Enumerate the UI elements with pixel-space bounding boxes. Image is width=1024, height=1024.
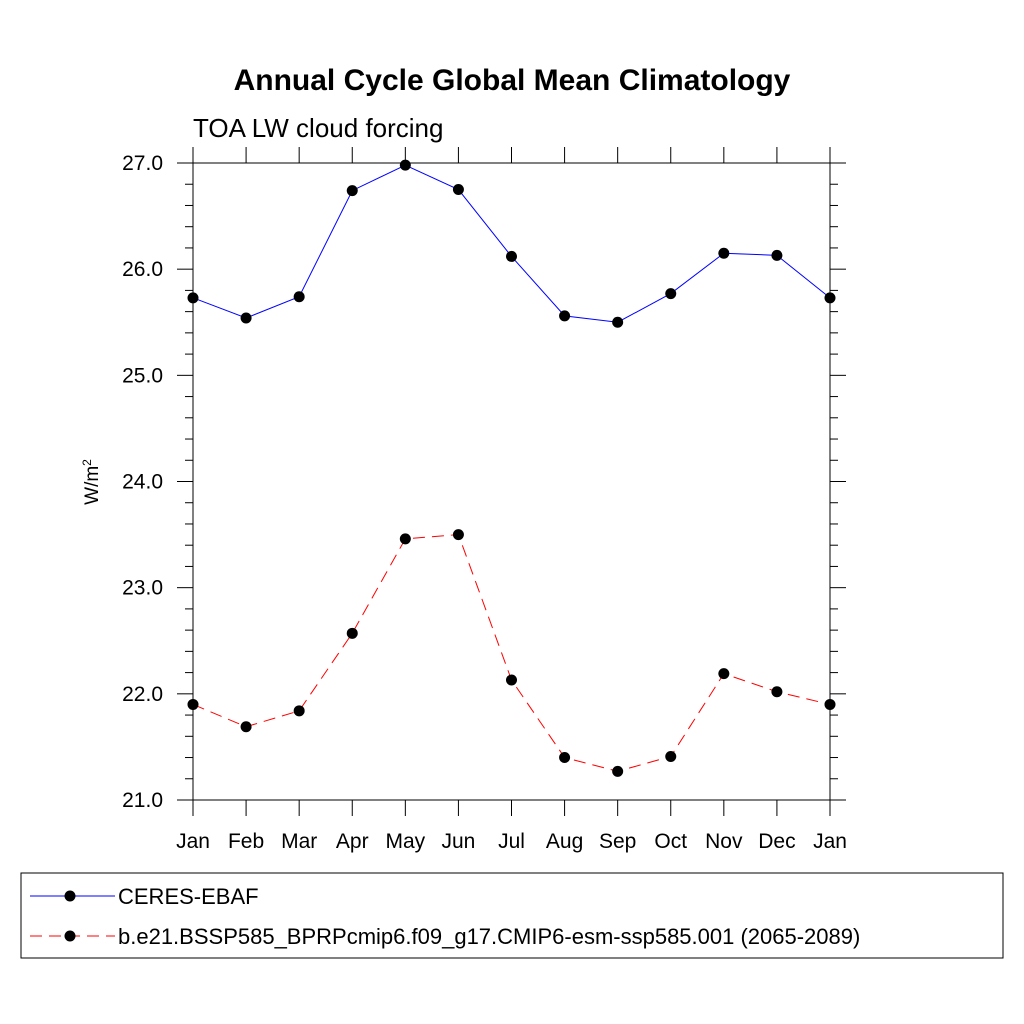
x-tick-label: Jan: [813, 830, 847, 853]
series-1-point: [665, 288, 677, 300]
series-1-point: [452, 184, 464, 196]
x-tick-label: Apr: [336, 830, 369, 853]
series-2-point: [346, 627, 358, 639]
series-1-point: [824, 292, 836, 304]
series-2-point: [187, 698, 199, 710]
legend-marker-2: [64, 930, 76, 942]
series-1-point: [506, 250, 517, 262]
y-axis-label: W/m2: [80, 459, 103, 505]
series-1-point: [399, 159, 411, 171]
y-tick-label: 24.0: [122, 471, 163, 494]
chart-subtitle: TOA LW cloud forcing: [193, 113, 443, 143]
series-2-point: [665, 750, 677, 762]
series-2-point: [240, 721, 252, 733]
series-layer: [187, 159, 836, 777]
x-tick-label: Aug: [546, 830, 583, 853]
plot-area: 21.0 22.0 23.0 24.0 25.0 26.0 27.0 Jan Feb Mar Apr…: [122, 147, 847, 853]
x-tick-label: Dec: [758, 830, 795, 853]
series-2-point: [612, 765, 624, 777]
series-1-point: [718, 247, 730, 259]
legend: CERES-EBAF b.e21.BSSP585_BPRPcmip6.f09_g1…: [20, 872, 1004, 959]
series-1-point: [771, 249, 783, 261]
series-2-point: [824, 698, 836, 710]
series-line-1: [192, 164, 831, 323]
y-tick-label: 25.0: [122, 364, 163, 387]
series-2-point: [559, 752, 571, 764]
series-2-point: [399, 533, 411, 545]
y-axis-label-unit: W/m: [82, 466, 103, 505]
legend-label-2: b.e21.BSSP585_BPRPcmip6.f09_g17.CMIP6-es…: [118, 924, 860, 949]
chart-title: Annual Cycle Global Mean Climatology: [234, 64, 791, 97]
x-tick-label: Oct: [654, 830, 687, 853]
x-tick-label: May: [385, 830, 425, 853]
series-1-point: [559, 310, 571, 322]
series-1-point: [612, 316, 624, 328]
y-tick-label: 22.0: [122, 683, 163, 706]
x-tick-label: Jan: [176, 830, 210, 853]
series-2-point: [452, 529, 464, 541]
y-axis-label-sup: 2: [80, 459, 94, 466]
x-tick-label: Sep: [599, 830, 636, 853]
y-tick-label: 21.0: [122, 789, 163, 812]
x-tick-label: Mar: [281, 830, 317, 853]
series-line-2: [192, 534, 831, 772]
x-tick-label: Nov: [705, 830, 743, 853]
series-2-point: [293, 705, 305, 717]
series-2-point: [771, 686, 783, 698]
legend-box: [20, 872, 1004, 959]
legend-marker-1: [64, 890, 76, 902]
y-tick-label: 26.0: [122, 258, 163, 281]
y-tick-label: 27.0: [122, 152, 163, 175]
x-tick-label: Jun: [441, 830, 475, 853]
series-1-point: [187, 292, 199, 304]
series-2-point: [506, 674, 517, 686]
series-1-point: [240, 312, 252, 324]
legend-label-1: CERES-EBAF: [118, 884, 259, 909]
series-1-point: [346, 185, 358, 197]
series-1-point: [293, 291, 305, 303]
y-tick-label: 23.0: [122, 577, 163, 600]
x-tick-label: Feb: [228, 830, 264, 853]
series-2-point: [718, 668, 730, 680]
x-tick-label: Jul: [498, 830, 525, 853]
